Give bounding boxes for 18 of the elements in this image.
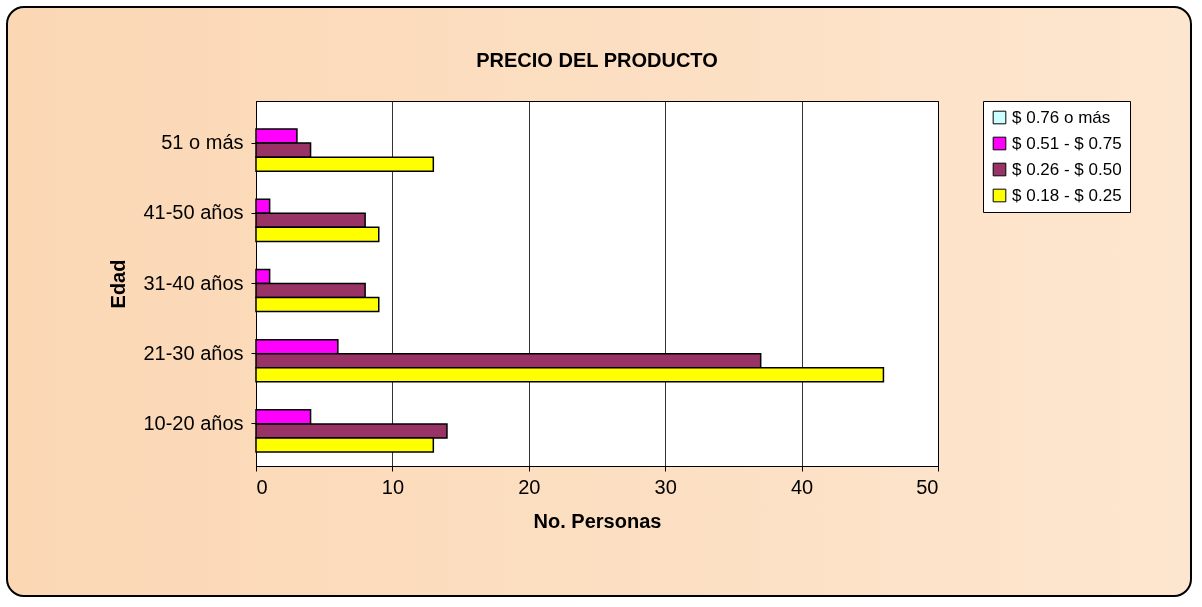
x-tick-label: 20 [518, 475, 541, 498]
y-axis-title: Edad [107, 259, 130, 309]
x-tick-label: 50 [916, 475, 939, 498]
legend-label: $ 0.76 o más [1012, 107, 1111, 127]
x-axis-title: No. Personas [533, 509, 662, 532]
y-tick-label: 21-30 años [143, 341, 244, 364]
y-tick-label: 10-20 años [143, 411, 244, 434]
x-tick-label: 0 [256, 475, 268, 498]
y-tick-label: 31-40 años [143, 271, 244, 294]
legend-label: $ 0.26 - $ 0.50 [1012, 159, 1122, 179]
y-tick-label: 51 o más [161, 131, 244, 154]
y-tick-label: 41-50 años [143, 201, 244, 224]
legend-label: $ 0.18 - $ 0.25 [1012, 185, 1122, 205]
chart-title: PRECIO DEL PRODUCTO [476, 48, 718, 71]
x-tick-label: 30 [654, 475, 677, 498]
legend-label: $ 0.51 - $ 0.75 [1012, 133, 1122, 153]
x-tick-label: 10 [381, 475, 405, 498]
x-tick-label: 40 [790, 475, 814, 498]
